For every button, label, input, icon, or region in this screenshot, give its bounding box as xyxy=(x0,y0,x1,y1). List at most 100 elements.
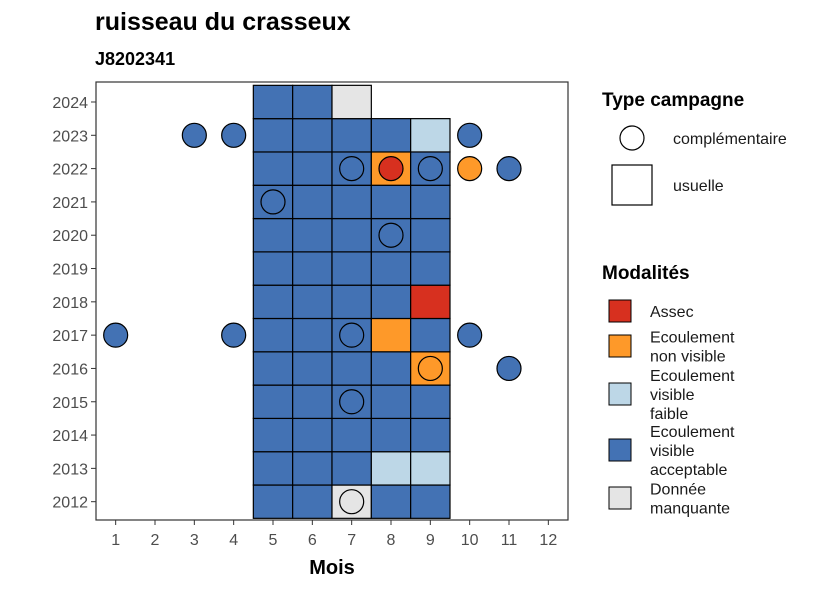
tile-2024-6 xyxy=(292,84,333,120)
x-tick-label: 5 xyxy=(269,532,278,549)
usuelle-tiles xyxy=(252,84,451,519)
tile-2019-6 xyxy=(292,251,333,286)
tile-2013-6 xyxy=(292,451,333,486)
legend-label-line: visible xyxy=(650,443,695,460)
point-2023-10 xyxy=(457,122,483,148)
tile-2015-6 xyxy=(292,384,333,420)
legend-label-assec: Assec xyxy=(650,304,694,321)
legend-key-faible xyxy=(608,382,632,406)
tile-2015-9 xyxy=(410,384,451,420)
x-tick-label: 12 xyxy=(539,532,557,549)
y-tick-label: 2022 xyxy=(52,162,88,179)
point-2020-8 xyxy=(378,222,404,248)
tile-2013-5 xyxy=(252,451,294,486)
plot-border xyxy=(95,81,569,521)
tile-2020-7 xyxy=(331,217,372,253)
legend-label-acceptable: Ecoulement visible acceptable xyxy=(650,424,735,479)
legend-label-line: complémentaire xyxy=(673,131,787,148)
y-tick-label: 2017 xyxy=(52,328,88,345)
tile-2014-8 xyxy=(370,417,412,453)
tile-2024-5 xyxy=(252,84,294,120)
chart-subtitle: J8202341 xyxy=(95,49,175,69)
x-tick-label: 8 xyxy=(387,532,396,549)
tile-2013-8 xyxy=(370,451,412,486)
y-tick-label: 2012 xyxy=(52,495,88,512)
tile-2019-9 xyxy=(410,251,451,286)
point-2023-4 xyxy=(221,122,247,148)
tile-2020-9 xyxy=(410,217,451,253)
y-tick-label: 2015 xyxy=(52,395,88,412)
tile-2018-5 xyxy=(252,284,294,320)
tile-2019-7 xyxy=(331,251,372,286)
tile-2023-5 xyxy=(252,118,294,153)
legend-label-line: manquante xyxy=(650,501,730,518)
tile-2012-6 xyxy=(292,484,333,519)
legend-label-line: usuelle xyxy=(673,178,724,195)
point-2022-7 xyxy=(339,156,365,182)
tile-2012-9 xyxy=(410,484,451,519)
point-2021-5 xyxy=(260,189,286,215)
legend-label-line: visible xyxy=(650,387,695,404)
tile-2021-7 xyxy=(331,184,372,220)
tile-2019-5 xyxy=(252,251,294,286)
y-tick-label: 2024 xyxy=(52,95,88,112)
tile-2020-5 xyxy=(252,217,294,253)
point-2023-3 xyxy=(181,122,207,148)
x-tick-label: 4 xyxy=(229,532,238,549)
legend-label-line: Assec xyxy=(650,304,694,321)
legend-label-line: Ecoulement xyxy=(650,330,735,347)
point-2017-1 xyxy=(103,322,129,348)
tile-2017-8 xyxy=(370,317,412,353)
y-tick-label: 2019 xyxy=(52,262,88,279)
legend-label-line: faible xyxy=(650,406,688,423)
y-axis: 2012 2013 2014 2015 2016 2017 2018 2019 2020 2021… xyxy=(52,95,96,512)
tile-2015-8 xyxy=(370,384,412,420)
legend-label-line: Donnée xyxy=(650,482,706,499)
legend-key-nonvisible xyxy=(608,334,632,358)
point-2016-9 xyxy=(417,355,443,382)
y-tick-label: 2018 xyxy=(52,295,88,312)
x-axis-title: Mois xyxy=(309,557,355,579)
chart-title: ruisseau du crasseux xyxy=(95,8,351,36)
tile-2013-9 xyxy=(410,451,451,486)
tile-2016-5 xyxy=(252,351,294,386)
tile-2014-6 xyxy=(292,417,333,453)
point-2017-10 xyxy=(457,322,483,348)
tile-2022-5 xyxy=(252,151,294,186)
legend-modalites-title: Modalités xyxy=(602,263,690,284)
tile-2015-5 xyxy=(252,384,294,420)
legend-key-manquante xyxy=(608,486,632,510)
tile-2020-6 xyxy=(292,217,333,253)
point-2012-7 xyxy=(339,489,365,515)
tile-2018-7 xyxy=(331,284,372,320)
legend-type-campagne-title: Type campagne xyxy=(602,90,744,111)
y-tick-label: 2013 xyxy=(52,461,88,478)
legend-type-campagne-label: complémentaire xyxy=(673,131,787,148)
legend-label-line: Ecoulement xyxy=(650,424,735,441)
legend-key-acceptable xyxy=(608,438,632,462)
tile-2023-7 xyxy=(331,118,372,153)
legend-label-line: acceptable xyxy=(650,462,727,479)
legend-type-campagne-label: usuelle xyxy=(673,178,724,195)
point-2017-7 xyxy=(339,322,365,348)
tile-2021-6 xyxy=(292,184,333,220)
y-tick-label: 2023 xyxy=(52,128,88,145)
tile-2023-6 xyxy=(292,118,333,153)
legend-modalites-keys xyxy=(608,299,632,510)
y-tick-label: 2014 xyxy=(52,428,88,445)
legend-label-nonvisible: Ecoulement non visible xyxy=(650,330,735,366)
point-2022-10 xyxy=(457,156,483,182)
y-tick-label: 2016 xyxy=(52,361,88,378)
tile-2014-9 xyxy=(410,417,451,453)
y-tick-label: 2021 xyxy=(52,195,88,212)
point-2022-8 xyxy=(378,156,404,182)
legend-label-line: Ecoulement xyxy=(650,368,735,385)
x-tick-label: 2 xyxy=(151,532,160,549)
tile-2012-8 xyxy=(370,484,412,519)
legend-modalites-labels: Assec Ecoulement non visible Ecoulement visi… xyxy=(650,304,735,518)
tile-2016-8 xyxy=(370,351,412,386)
x-tick-label: 6 xyxy=(308,532,317,549)
point-2022-9 xyxy=(417,156,443,182)
y-tick-label: 2020 xyxy=(52,228,88,245)
tile-2017-9 xyxy=(410,317,451,353)
